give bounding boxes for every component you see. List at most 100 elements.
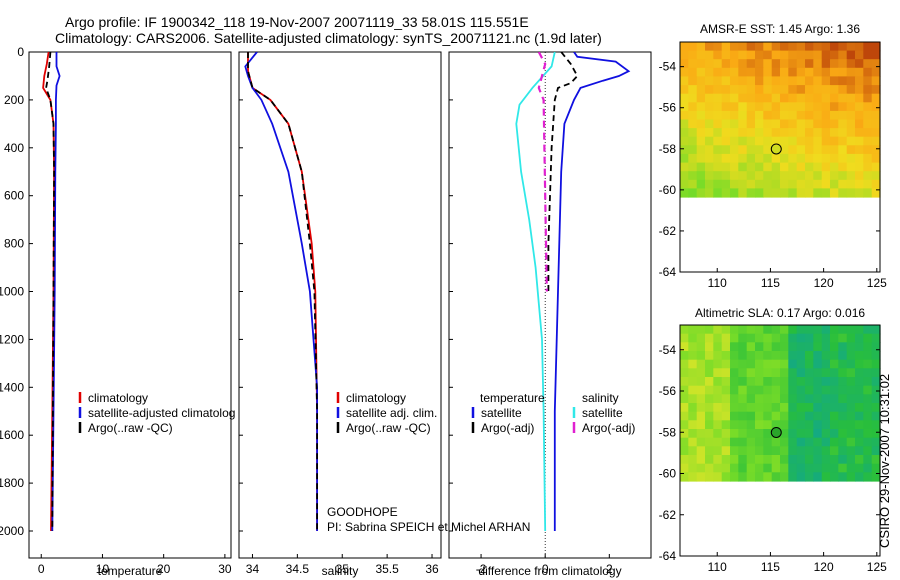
map-cell	[730, 42, 739, 52]
x-tick-label: 0	[38, 562, 45, 576]
map-cell	[746, 385, 756, 395]
map-cell	[713, 102, 723, 112]
map-cell	[721, 368, 731, 378]
map-cell	[796, 171, 806, 181]
map-cell	[821, 93, 831, 103]
map-cell	[746, 455, 756, 465]
map-cell	[821, 85, 831, 95]
map-cell	[821, 420, 831, 430]
map-cell	[713, 67, 723, 77]
map-cell	[771, 42, 781, 52]
map-cell	[713, 351, 723, 361]
map-cell	[855, 333, 864, 343]
map-cell	[680, 429, 689, 439]
map-cell	[713, 333, 723, 343]
map-cell	[855, 472, 864, 482]
map-cell	[838, 145, 848, 155]
map-cell	[846, 472, 856, 482]
map-cell	[863, 342, 873, 352]
x-tick-label: 125	[867, 560, 887, 574]
map-cell	[746, 128, 756, 138]
map-cell	[713, 145, 723, 155]
map-cell	[805, 342, 814, 352]
map-cell	[680, 110, 689, 121]
map-cell	[713, 455, 723, 465]
map-cell	[771, 325, 781, 335]
map-cell	[788, 93, 798, 103]
map-cell	[721, 59, 731, 69]
map-cell	[855, 359, 864, 369]
y-tick-label: -60	[659, 183, 677, 197]
map-cell	[746, 377, 756, 387]
map-cell	[696, 429, 706, 439]
map-cell	[846, 93, 856, 103]
map-cell	[771, 67, 781, 77]
map-cell	[755, 59, 764, 69]
map-cell	[838, 119, 848, 129]
map-cell	[788, 446, 798, 456]
map-cell	[696, 394, 706, 404]
map-cell	[713, 85, 723, 95]
map-cell	[796, 411, 806, 421]
difference-legend: temperaturesatelliteArgo(-adj)salinitysa…	[471, 391, 635, 435]
map-cell	[780, 411, 789, 421]
map-cell	[871, 325, 881, 335]
map-cell	[680, 403, 689, 413]
map-cell	[713, 153, 723, 164]
map-cell	[813, 325, 823, 335]
map-cell	[863, 463, 873, 473]
y-tick-label: -64	[659, 549, 677, 563]
map-cell	[863, 403, 873, 413]
map-cell	[871, 179, 881, 189]
map-cell	[713, 42, 723, 52]
map-cell	[705, 171, 714, 181]
map-cell	[821, 403, 831, 413]
map-cell	[713, 50, 723, 60]
x-tick-label: 115	[761, 276, 780, 290]
map-cell	[763, 50, 773, 60]
map-cell	[838, 76, 848, 86]
map-cell	[796, 437, 806, 447]
map-cell	[821, 171, 831, 181]
map-cell	[713, 162, 723, 172]
map-cell	[855, 394, 864, 404]
map-cell	[771, 359, 781, 369]
map-cell	[788, 403, 798, 413]
map-cell	[830, 420, 839, 430]
map-cell	[813, 411, 823, 421]
map-cell	[830, 42, 839, 52]
map-cell	[821, 42, 831, 52]
map-cell	[738, 162, 748, 172]
map-cell	[788, 42, 798, 52]
map-cell	[730, 394, 739, 404]
map-cell	[846, 394, 856, 404]
y-tick-label: -56	[659, 384, 677, 398]
map-cell	[721, 50, 731, 60]
map-cell	[738, 153, 748, 164]
map-cell	[696, 437, 706, 447]
map-cell	[830, 171, 839, 181]
map-cell	[696, 110, 706, 121]
map-cell	[730, 325, 739, 335]
map-title: Altimetric SLA: 0.17 Argo: 0.016	[695, 306, 865, 320]
map-cell	[713, 119, 723, 129]
map-cell	[713, 403, 723, 413]
x-tick-label: 35.5	[375, 562, 399, 576]
map-cell	[863, 446, 873, 456]
map-cell	[705, 50, 714, 60]
map-cell	[705, 59, 714, 69]
map-cell	[838, 128, 848, 138]
map-cell	[696, 420, 706, 430]
legend-label: satellite adj. clim.	[346, 406, 437, 420]
map-cell	[821, 463, 831, 473]
map-cell	[805, 153, 814, 164]
y-tick-label: -58	[659, 425, 677, 439]
map-cell	[755, 110, 764, 121]
map-cell	[763, 153, 773, 164]
map-cell	[855, 325, 864, 335]
map-cell	[821, 128, 831, 138]
map-cell	[780, 93, 789, 103]
map-cell	[863, 128, 873, 138]
map-cell	[863, 359, 873, 369]
map-cell	[871, 42, 881, 52]
